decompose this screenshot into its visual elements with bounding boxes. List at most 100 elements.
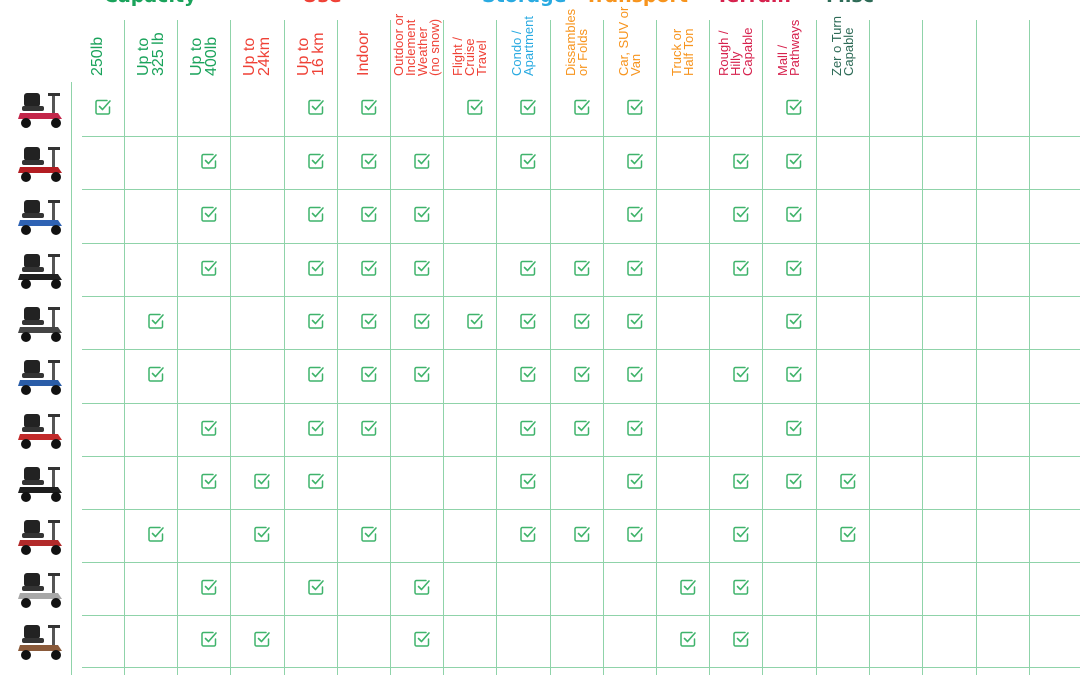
scooter-thumbnail-black-large-scooter bbox=[18, 466, 62, 502]
grid-line-vertical bbox=[496, 20, 497, 675]
scooter-thumbnail-red-sport-scooter bbox=[18, 519, 62, 555]
grid-line-vertical bbox=[656, 20, 657, 675]
check-box-icon bbox=[466, 99, 483, 115]
column-header-5: Indoor bbox=[355, 30, 372, 76]
check-box-icon bbox=[254, 631, 270, 647]
check-box-icon bbox=[307, 153, 324, 169]
grid-line-horizontal bbox=[82, 562, 1080, 563]
column-header-13: Mall / Pathways bbox=[775, 19, 802, 76]
check-box-icon bbox=[520, 420, 536, 436]
check-box-icon bbox=[147, 366, 164, 382]
column-header-2: Up to 400lb bbox=[187, 36, 220, 76]
grid-line-vertical bbox=[443, 20, 444, 675]
group-title-5: Misc bbox=[826, 0, 874, 6]
group-title-0: Capacity bbox=[104, 0, 196, 6]
scooter-thumbnail-red-4-wheel-scooter bbox=[18, 146, 62, 182]
check-box-icon bbox=[732, 473, 749, 489]
check-box-icon bbox=[413, 260, 430, 276]
scooter-thumbnail-blue-3-wheel-scooter bbox=[18, 200, 62, 235]
group-title-4: Terrain bbox=[716, 0, 791, 6]
check-box-icon bbox=[626, 260, 643, 276]
check-box-icon bbox=[626, 366, 643, 382]
grid-line-horizontal bbox=[82, 403, 1080, 404]
check-box-icon bbox=[360, 313, 377, 329]
grid-line-vertical bbox=[1029, 20, 1030, 675]
grid-line-vertical bbox=[922, 20, 923, 675]
scooter-thumbnail-red-compact-scooter bbox=[18, 413, 62, 449]
check-box-icon bbox=[786, 473, 802, 489]
check-box-icon bbox=[573, 526, 590, 542]
grid-line-vertical bbox=[337, 20, 338, 675]
check-box-icon bbox=[147, 313, 164, 329]
check-box-icon bbox=[413, 631, 430, 647]
check-box-icon bbox=[573, 99, 590, 115]
check-box-icon bbox=[520, 526, 536, 542]
column-header-8: Condo / Apartment bbox=[509, 16, 536, 76]
check-box-icon bbox=[147, 526, 164, 542]
check-box-icon bbox=[360, 366, 377, 382]
check-box-icon bbox=[520, 153, 536, 169]
scooter-thumbnail-red-folding-scooter bbox=[18, 93, 62, 128]
grid-line-vertical bbox=[869, 20, 870, 675]
column-header-6: Outdoor or Inclement Weather (no snow) bbox=[390, 13, 442, 76]
check-box-icon bbox=[786, 420, 802, 436]
check-box-icon bbox=[466, 313, 483, 329]
column-header-12: Rough / Hilly Capable bbox=[715, 27, 755, 76]
scooter-thumbnail-blue-compact-scooter bbox=[18, 360, 62, 395]
grid-line-horizontal bbox=[82, 456, 1080, 457]
check-box-icon bbox=[786, 366, 802, 382]
check-box-icon bbox=[94, 99, 111, 115]
grid-line-vertical bbox=[550, 20, 551, 675]
check-box-icon bbox=[786, 260, 802, 276]
column-header-14: Zer o Turn Capable bbox=[828, 16, 856, 76]
grid-line-horizontal bbox=[82, 243, 1080, 244]
check-box-icon bbox=[307, 579, 324, 595]
check-box-icon bbox=[307, 473, 324, 489]
grid-line-horizontal bbox=[82, 615, 1080, 616]
check-box-icon bbox=[360, 153, 377, 169]
check-box-icon bbox=[839, 526, 856, 542]
grid-line-vertical bbox=[816, 20, 817, 675]
check-box-icon bbox=[307, 99, 324, 115]
column-header-0: 250lb bbox=[89, 36, 106, 76]
check-box-icon bbox=[732, 153, 749, 169]
check-box-icon bbox=[200, 579, 217, 595]
column-header-4: Up to 16 km bbox=[294, 32, 327, 76]
check-box-icon bbox=[839, 473, 856, 489]
grid-line-vertical bbox=[230, 20, 231, 675]
grid-line-vertical bbox=[762, 20, 763, 675]
group-title-1: Use bbox=[302, 0, 342, 6]
grid-line-vertical bbox=[124, 20, 125, 675]
check-box-icon bbox=[254, 526, 270, 542]
check-box-icon bbox=[200, 473, 217, 489]
check-box-icon bbox=[573, 366, 590, 382]
check-box-icon bbox=[626, 313, 643, 329]
check-box-icon bbox=[413, 313, 430, 329]
scooter-thumbnail-gray-travel-scooter bbox=[18, 306, 62, 342]
group-title-3: Transport bbox=[585, 0, 688, 6]
column-header-7: Flight / Cruise Travel bbox=[449, 36, 489, 76]
check-box-icon bbox=[200, 420, 217, 436]
check-box-icon bbox=[307, 260, 324, 276]
group-title-2: Storage bbox=[482, 0, 567, 6]
check-box-icon bbox=[626, 473, 643, 489]
check-box-icon bbox=[360, 99, 377, 115]
check-box-icon bbox=[732, 206, 749, 222]
scooter-thumbnail-silver-heavy-scooter bbox=[18, 572, 62, 608]
column-header-9: Dissambles or Folds bbox=[562, 8, 590, 76]
check-box-icon bbox=[732, 631, 749, 647]
check-box-icon bbox=[360, 206, 377, 222]
column-header-11: Truck or Half Ton bbox=[668, 28, 696, 76]
check-box-icon bbox=[786, 313, 802, 329]
check-box-icon bbox=[679, 579, 696, 595]
check-box-icon bbox=[732, 260, 749, 276]
scooter-thumbnail-black-4-wheel-scooter bbox=[18, 253, 62, 289]
check-box-icon bbox=[626, 153, 643, 169]
check-box-icon bbox=[626, 99, 643, 115]
grid-line-vertical bbox=[390, 20, 391, 675]
check-box-icon bbox=[732, 526, 749, 542]
grid-line-vertical bbox=[709, 20, 710, 675]
check-box-icon bbox=[360, 526, 377, 542]
check-box-icon bbox=[200, 153, 217, 169]
grid-line-vertical bbox=[177, 20, 178, 675]
